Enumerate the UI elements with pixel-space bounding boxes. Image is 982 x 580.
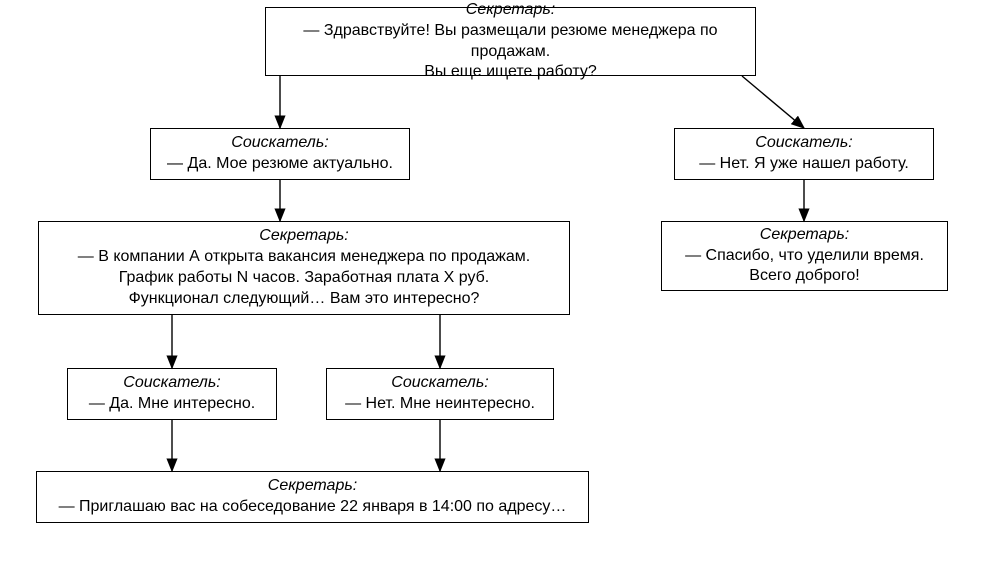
flow-node-applicant-no-found-job: Соискатель: — Нет. Я уже нашел работу.	[674, 128, 934, 180]
node-text: — В компании А открыта вакансия менеджер…	[78, 247, 530, 268]
node-text: Вы еще ищете работу?	[424, 62, 597, 83]
node-text: Функционал следующий… Вам это интересно?	[129, 289, 480, 310]
node-text: — Да. Мое резюме актуально.	[167, 154, 393, 175]
node-speaker: Секретарь:	[466, 0, 555, 21]
node-text: — Нет. Мне неинтересно.	[345, 394, 535, 415]
node-speaker: Секретарь:	[268, 476, 357, 497]
node-text: Всего доброго!	[749, 266, 859, 287]
flow-node-applicant-not-interested: Соискатель: — Нет. Мне неинтересно.	[326, 368, 554, 420]
node-text: — Да. Мне интересно.	[89, 394, 255, 415]
node-text: — Спасибо, что уделили время.	[685, 246, 924, 267]
node-text: График работы N часов. Заработная плата …	[119, 268, 490, 289]
node-speaker: Секретарь:	[259, 226, 348, 247]
node-speaker: Соискатель:	[391, 373, 488, 394]
node-speaker: Соискатель:	[755, 133, 852, 154]
node-text: — Здравствуйте! Вы размещали резюме мене…	[276, 21, 745, 63]
node-speaker: Соискатель:	[231, 133, 328, 154]
flow-node-applicant-yes-interested: Соискатель: — Да. Мне интересно.	[67, 368, 277, 420]
flow-node-secretary-greeting: Секретарь: — Здравствуйте! Вы размещали …	[265, 7, 756, 76]
flow-node-secretary-thanks-bye: Секретарь: — Спасибо, что уделили время.…	[661, 221, 948, 291]
node-speaker: Соискатель:	[123, 373, 220, 394]
flow-node-applicant-yes-resume: Соискатель: — Да. Мое резюме актуально.	[150, 128, 410, 180]
node-speaker: Секретарь:	[760, 225, 849, 246]
node-text: — Нет. Я уже нашел работу.	[699, 154, 909, 175]
node-text: — Приглашаю вас на собеседование 22 янва…	[59, 497, 567, 518]
flow-node-secretary-invite: Секретарь: — Приглашаю вас на собеседова…	[36, 471, 589, 523]
flow-node-secretary-vacancy: Секретарь: — В компании А открыта ваканс…	[38, 221, 570, 315]
